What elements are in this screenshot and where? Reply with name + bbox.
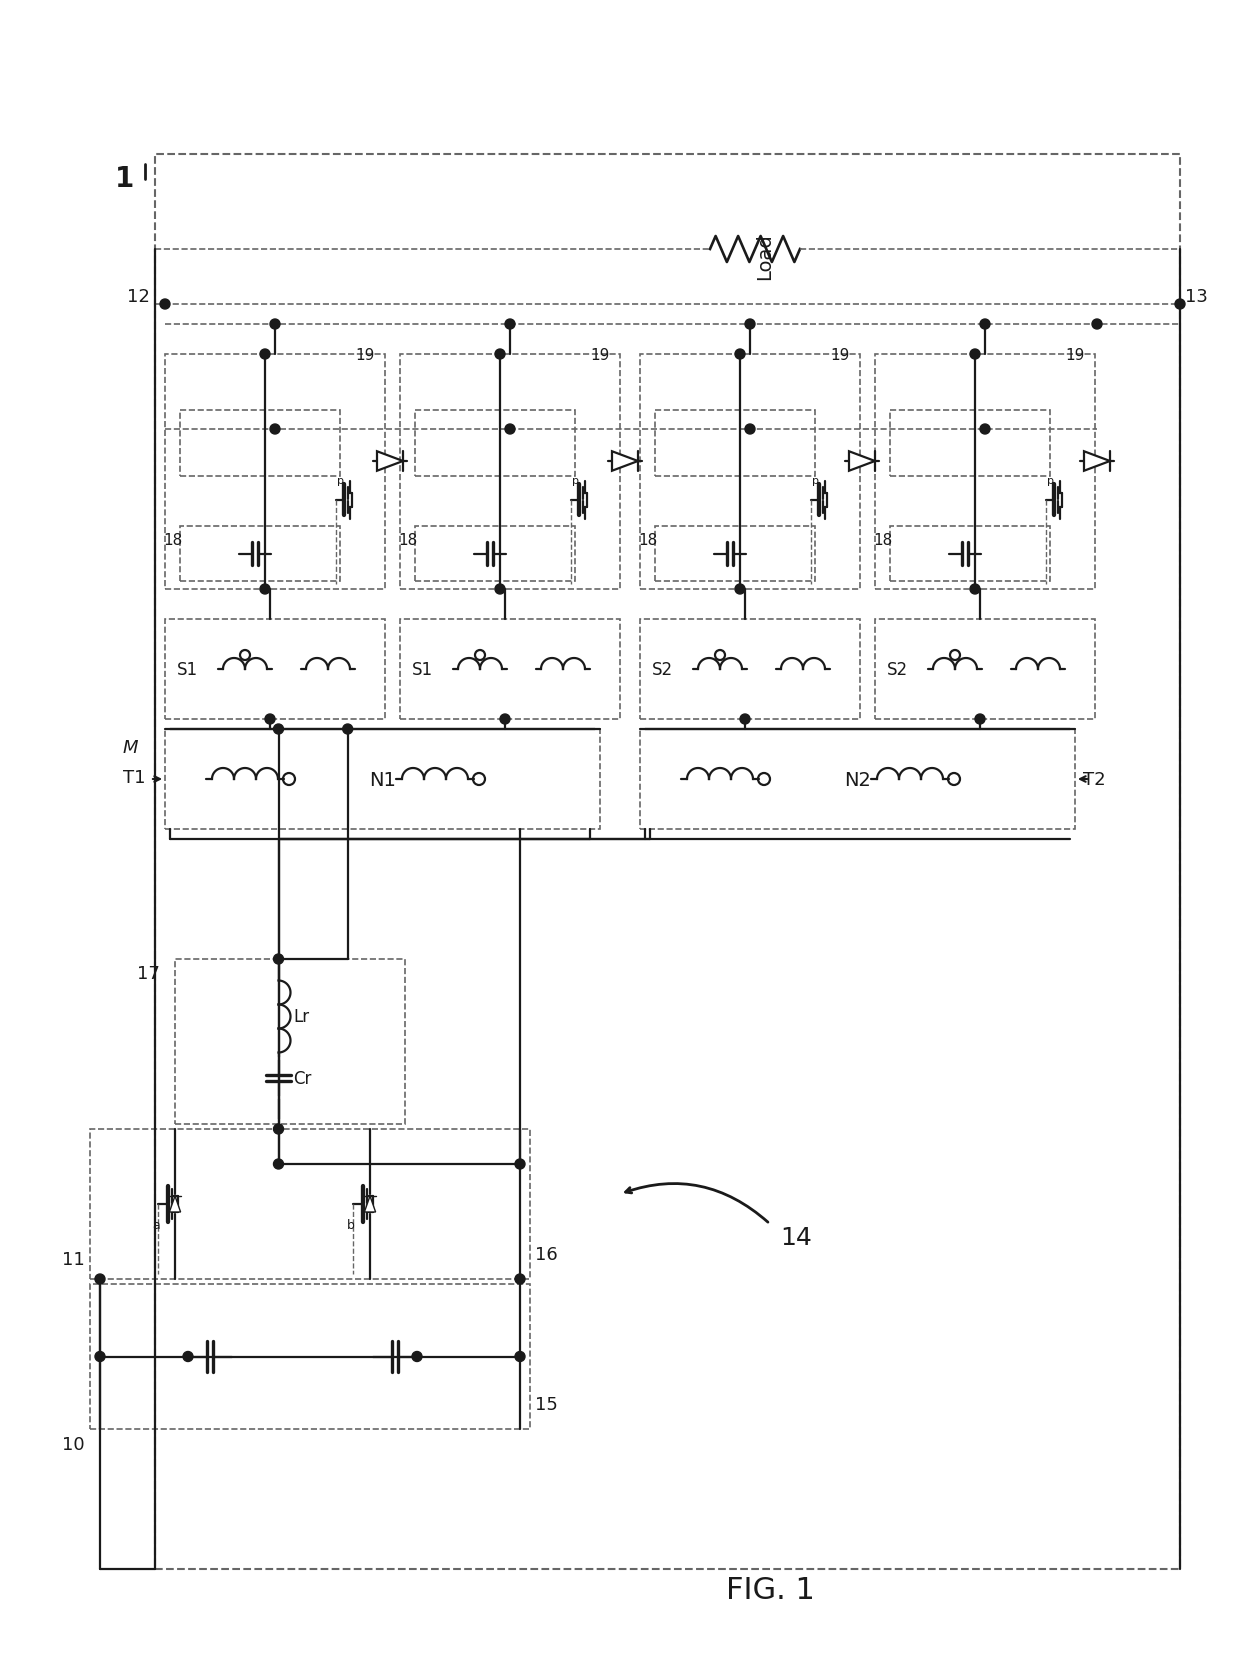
Circle shape	[500, 715, 510, 725]
Bar	[155, 156, 1180, 1569]
Circle shape	[970, 349, 980, 359]
Circle shape	[980, 319, 990, 329]
Text: N2: N2	[844, 770, 870, 789]
Text: 17: 17	[136, 965, 160, 983]
Bar	[165, 619, 384, 720]
Circle shape	[980, 425, 990, 435]
Bar	[655, 526, 815, 581]
Text: T2: T2	[1083, 771, 1106, 788]
Circle shape	[274, 955, 284, 965]
Circle shape	[260, 584, 270, 594]
Circle shape	[270, 319, 280, 329]
Text: 19: 19	[830, 348, 849, 362]
Text: p: p	[572, 475, 579, 485]
Circle shape	[505, 319, 515, 329]
Circle shape	[495, 584, 505, 594]
Text: b: b	[347, 1218, 355, 1231]
Text: 19: 19	[355, 348, 374, 362]
Text: T1: T1	[123, 768, 145, 786]
Text: Cr: Cr	[294, 1069, 312, 1087]
Text: 18: 18	[873, 533, 893, 548]
Bar	[401, 354, 620, 589]
Text: p: p	[337, 475, 343, 485]
Circle shape	[515, 1352, 525, 1362]
Text: 10: 10	[62, 1435, 86, 1453]
Bar	[415, 410, 575, 477]
Bar	[165, 354, 384, 589]
Polygon shape	[1084, 452, 1110, 472]
Text: 18: 18	[639, 533, 657, 548]
Circle shape	[274, 1124, 284, 1134]
Text: S1: S1	[412, 660, 433, 679]
Text: S2: S2	[652, 660, 673, 679]
Circle shape	[745, 319, 755, 329]
Bar	[91, 1284, 529, 1430]
Bar	[655, 410, 815, 477]
Circle shape	[274, 1158, 284, 1170]
Circle shape	[495, 349, 505, 359]
Bar	[180, 410, 340, 477]
Bar	[875, 619, 1095, 720]
Text: 15: 15	[534, 1395, 558, 1413]
Bar	[91, 1129, 529, 1279]
Circle shape	[740, 715, 750, 725]
Circle shape	[260, 349, 270, 359]
Bar	[640, 730, 1075, 829]
Circle shape	[735, 349, 745, 359]
Bar	[890, 526, 1050, 581]
Circle shape	[515, 1158, 525, 1170]
Polygon shape	[365, 1197, 376, 1211]
Polygon shape	[849, 452, 875, 472]
Text: a: a	[153, 1218, 160, 1231]
Circle shape	[1176, 300, 1185, 309]
Bar	[175, 960, 405, 1124]
Text: M: M	[123, 738, 139, 756]
Circle shape	[1092, 319, 1102, 329]
Text: p: p	[1047, 475, 1054, 485]
Bar	[890, 410, 1050, 477]
Circle shape	[970, 584, 980, 594]
Circle shape	[342, 725, 352, 735]
Circle shape	[505, 425, 515, 435]
Bar	[415, 526, 575, 581]
Circle shape	[95, 1274, 105, 1284]
Text: S2: S2	[887, 660, 908, 679]
Text: 1: 1	[115, 166, 134, 194]
Text: 18: 18	[398, 533, 417, 548]
Text: 12: 12	[128, 288, 150, 306]
Circle shape	[412, 1352, 422, 1362]
Circle shape	[95, 1352, 105, 1362]
Polygon shape	[377, 452, 403, 472]
Circle shape	[160, 300, 170, 309]
Circle shape	[274, 725, 284, 735]
Text: Load: Load	[755, 233, 775, 280]
Bar	[165, 730, 600, 829]
Circle shape	[515, 1274, 525, 1284]
Text: 19: 19	[1065, 348, 1084, 362]
Bar	[640, 354, 861, 589]
Circle shape	[975, 715, 985, 725]
Text: N1: N1	[370, 770, 396, 789]
Text: 18: 18	[162, 533, 182, 548]
Circle shape	[735, 584, 745, 594]
Text: 16: 16	[534, 1245, 558, 1263]
Bar	[875, 354, 1095, 589]
Text: p: p	[812, 475, 818, 485]
Text: 13: 13	[1185, 288, 1208, 306]
Text: FIG. 1: FIG. 1	[725, 1576, 815, 1605]
Circle shape	[745, 425, 755, 435]
Text: Lr: Lr	[294, 1008, 310, 1026]
Text: S1: S1	[177, 660, 198, 679]
Circle shape	[265, 715, 275, 725]
Text: 14: 14	[780, 1225, 812, 1250]
Bar	[401, 619, 620, 720]
Bar	[640, 619, 861, 720]
Text: 11: 11	[62, 1250, 86, 1268]
Circle shape	[184, 1352, 193, 1362]
Polygon shape	[613, 452, 639, 472]
Polygon shape	[170, 1197, 181, 1211]
Text: 19: 19	[590, 348, 609, 362]
Bar	[180, 526, 340, 581]
Circle shape	[270, 425, 280, 435]
